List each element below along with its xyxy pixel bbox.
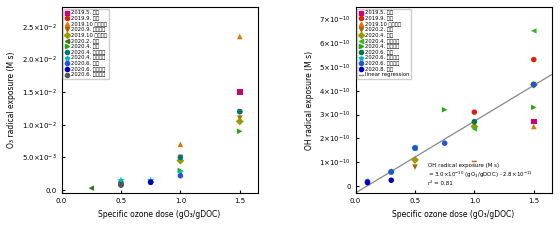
Point [410,158,419,162]
Point [470,162,479,165]
Point [470,127,479,131]
Point [529,120,538,123]
Point [529,83,538,86]
Point [176,156,185,159]
Point [235,116,244,120]
Point [440,108,449,112]
Point [529,106,538,109]
Point [235,129,244,133]
X-axis label: Specific ozone dose (gO₃/gDOC): Specific ozone dose (gO₃/gDOC) [99,210,221,219]
Point [470,120,479,123]
Point [387,170,396,174]
Point [470,110,479,114]
Point [410,165,419,169]
Point [176,174,185,178]
Point [235,110,244,113]
Point [363,180,372,183]
Point [87,186,96,190]
Point [146,180,155,184]
Point [387,178,396,182]
Point [176,159,185,163]
Point [146,180,155,183]
Y-axis label: OH radical exposure (M s): OH radical exposure (M s) [305,51,314,150]
Point [410,146,419,150]
Point [176,169,185,172]
Point [410,146,419,150]
Point [116,183,125,187]
Y-axis label: O₃ radical exposure (M s): O₃ radical exposure (M s) [7,52,16,148]
Point [146,178,155,182]
Point [529,83,538,86]
Point [363,181,372,185]
Point [146,180,155,184]
X-axis label: Specific ozone dose (gO₃/gDOC): Specific ozone dose (gO₃/gDOC) [393,210,515,219]
Legend: 2019.5. 광주, 2019.9. 광주, 2019.10 부산수영, 2020.9. 부산수영, 2019.10 부산강변, 2020.2. 광주, 20: 2019.5. 광주, 2019.9. 광주, 2019.10 부산수영, 20… [63,9,109,79]
Point [176,156,185,159]
Point [116,178,125,182]
Point [116,183,125,187]
Point [440,141,449,145]
Point [235,110,244,113]
Point [529,83,538,86]
Point [387,170,396,174]
Point [235,34,244,38]
Point [235,90,244,94]
Point [410,146,419,150]
Text: OH radical exposure (M s)
= 3.0$\times$10$^{-10}$ (gO$_3$/gDOC) - 2.8$\times$10$: OH radical exposure (M s) = 3.0$\times$1… [428,163,533,186]
Point [116,180,125,184]
Point [176,142,185,146]
Point [529,29,538,33]
Point [470,125,479,128]
Point [176,171,185,174]
Point [387,170,396,174]
Point [529,58,538,62]
Point [235,120,244,123]
Point [529,83,538,86]
Point [410,146,419,150]
Point [529,125,538,128]
Legend: 2019.5. 광주, 2019.9. 광주, 2019.10 부산강변, 2020.2. 광주, 2020.4. 광주, 2020.4. 부산수영, 2020: 2019.5. 광주, 2019.9. 광주, 2019.10 부산강변, 20… [357,9,411,79]
